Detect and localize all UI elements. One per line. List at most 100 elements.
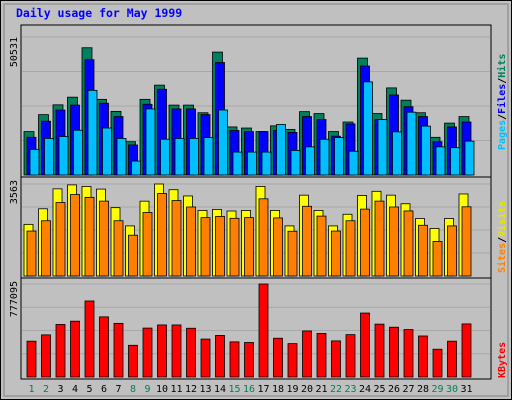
bar-sites-day-8 [128, 234, 138, 277]
bar-pages-day-3 [58, 136, 69, 176]
x-tick-label: 1 [28, 384, 34, 395]
x-tick-label: 31 [460, 384, 472, 395]
bar-sites-day-16 [244, 217, 254, 277]
bar-sites-day-7 [113, 220, 124, 277]
bar-sites-day-19 [287, 230, 298, 277]
bar-pages-day-24 [363, 81, 373, 176]
bar-pages-day-19 [290, 150, 301, 176]
bar-sites-day-2 [41, 220, 51, 277]
x-tick-label: 23 [344, 384, 356, 395]
bar-pages-day-1 [29, 148, 40, 176]
x-tick-label: 24 [359, 384, 371, 395]
x-tick-label: 26 [388, 384, 400, 395]
bar-sites-day-20 [302, 205, 312, 277]
x-tick-label: 19 [286, 384, 298, 395]
x-tick-label: 3 [57, 384, 63, 395]
x-tick-label: 22 [330, 384, 342, 395]
bar-kbytes-day-6 [99, 316, 109, 378]
bar-sites-day-28 [418, 224, 428, 277]
x-tick-label: 13 [199, 384, 211, 395]
x-tick-label: 8 [130, 384, 136, 395]
bar-kbytes-day-15 [229, 341, 240, 378]
legend-pages: Pages [497, 120, 508, 150]
bar-sites-day-31 [461, 206, 472, 277]
bar-sites-day-17 [258, 198, 269, 277]
bar-pages-day-30 [450, 147, 460, 176]
x-tick-label: 2 [43, 384, 49, 395]
legend-hits: Hits [496, 54, 508, 78]
bar-kbytes-day-16 [244, 342, 254, 378]
bar-sites-day-21 [316, 215, 327, 277]
x-tick-label: 25 [373, 384, 385, 395]
bar-kbytes-day-17 [258, 283, 269, 378]
x-tick-label: 15 [228, 384, 240, 395]
bar-kbytes-day-7 [113, 322, 124, 378]
x-tick-label: 16 [243, 384, 255, 395]
x-tick-label: 28 [417, 384, 429, 395]
x-tick-label: 21 [315, 384, 327, 395]
kbytes-panel: 777095 [9, 277, 492, 380]
bar-pages-day-26 [392, 131, 402, 176]
bar-pages-day-9 [145, 108, 156, 176]
bar-pages-day-7 [116, 138, 127, 176]
bar-pages-day-4 [73, 129, 83, 176]
x-tick-label: 18 [272, 384, 284, 395]
bar-pages-day-18 [276, 124, 286, 176]
x-tick-label: 11 [170, 384, 182, 395]
bar-pages-day-8 [131, 160, 141, 176]
bar-kbytes-day-31 [461, 323, 472, 378]
bar-sites-day-15 [229, 217, 240, 277]
y-max-label: 50531 [9, 37, 20, 67]
bar-kbytes-day-21 [316, 333, 327, 378]
bar-pages-day-28 [421, 125, 431, 176]
bar-pages-day-20 [305, 146, 315, 176]
bar-kbytes-day-28 [418, 335, 428, 378]
bar-kbytes-day-4 [70, 320, 80, 378]
bar-pages-day-16 [247, 151, 257, 176]
bar-pages-day-5 [87, 89, 98, 176]
bar-pages-day-6 [102, 127, 112, 176]
bar-pages-day-17 [261, 151, 272, 176]
bar-kbytes-day-27 [403, 329, 414, 378]
x-tick-label: 27 [402, 384, 414, 395]
x-tick-label: 5 [86, 384, 92, 395]
bar-sites-day-27 [403, 210, 414, 277]
bar-kbytes-day-29 [432, 348, 443, 378]
bar-sites-day-24 [360, 208, 370, 277]
x-tick-label: 20 [301, 384, 313, 395]
bar-sites-day-1 [26, 230, 37, 277]
bar-pages-day-21 [319, 138, 330, 176]
bar-pages-day-12 [189, 138, 199, 176]
bar-sites-day-6 [99, 200, 109, 277]
bar-pages-day-22 [334, 137, 344, 176]
x-tick-label: 9 [144, 384, 150, 395]
x-tick-label: 29 [431, 384, 443, 395]
bar-pages-day-29 [435, 146, 446, 176]
svg-text:Sites/Visits: Sites/Visits [496, 201, 508, 273]
bar-pages-day-14 [218, 109, 228, 176]
y-max-label: 3563 [9, 180, 20, 204]
legend-pages-files-hits: Pages/Files/Hits [496, 54, 508, 150]
chart-bars [22, 36, 490, 378]
legend-kbytes: KBytes [497, 342, 508, 378]
bar-sites-day-29 [432, 240, 443, 277]
bar-sites-day-18 [273, 217, 283, 277]
bar-kbytes-day-3 [55, 324, 66, 378]
bar-kbytes-day-23 [345, 334, 356, 378]
bar-pages-day-27 [406, 111, 417, 176]
bar-pages-day-13 [203, 137, 214, 176]
x-tick-label: 6 [101, 384, 107, 395]
bar-sites-day-9 [142, 212, 153, 277]
bar-kbytes-day-24 [360, 312, 370, 378]
bar-kbytes-day-25 [374, 323, 385, 378]
bar-pages-day-31 [464, 140, 475, 176]
legend-sites: Sites [496, 243, 508, 273]
bar-sites-day-30 [447, 225, 457, 277]
bar-sites-day-25 [374, 200, 385, 277]
x-tick-label: 12 [185, 384, 197, 395]
panel-frame [20, 277, 492, 380]
x-tick-label: 7 [115, 384, 121, 395]
bar-sites-day-4 [70, 194, 80, 277]
x-tick-label: 14 [214, 384, 226, 395]
